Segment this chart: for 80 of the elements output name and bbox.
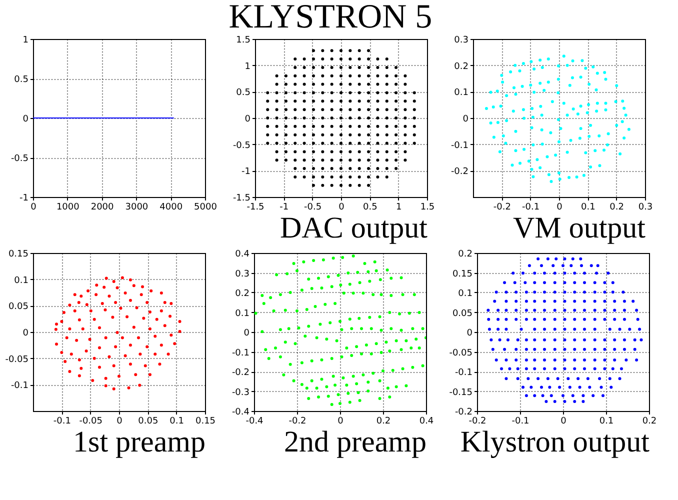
x-tick-label: 1 [396, 202, 402, 212]
y-tick-label: 0.1 [14, 276, 28, 286]
x-tick-label: -0.05 [79, 416, 102, 426]
x-tick-label: 0.2 [610, 202, 624, 212]
x-tick-label: 1000 [56, 202, 80, 212]
y-tick-label: -0.15 [449, 388, 472, 398]
y-tick-label: 0 [244, 114, 251, 124]
y-tick-label: -1 [242, 167, 250, 178]
y-tick-label: -0.2 [232, 368, 250, 378]
y-tick-label: 0.15 [452, 269, 472, 280]
y-tick-label: 0 [244, 328, 250, 338]
y-tick-label: 1 [244, 62, 250, 72]
y-tick-label: 0 [22, 114, 29, 124]
x-tick-label: 0.15 [195, 416, 216, 426]
x-tick-label: -0.5 [304, 202, 322, 212]
y-tick-label: -0.4 [232, 408, 250, 418]
y-tick-label: 0.05 [452, 308, 472, 319]
x-tick-label: 0.1 [599, 416, 614, 426]
x-tick-label: 0.05 [138, 416, 158, 426]
y-tick-label: 0.5 [14, 75, 28, 85]
x-tick-label: 5000 [194, 202, 218, 212]
x-tick-label: 0.1 [170, 416, 184, 426]
x-tick-label: 0.1 [581, 202, 596, 212]
x-tick-label: 0.2 [376, 416, 391, 426]
y-tick-label: 1 [22, 36, 28, 46]
x-tick-label: -0.1 [53, 416, 71, 426]
y-tick-label: -0.05 [5, 354, 28, 365]
x-tick-label: 0.2 [642, 416, 657, 426]
x-axis-title: VM output [512, 212, 646, 244]
y-tick-label: 0.4 [235, 250, 250, 260]
x-tick-label: 0 [338, 202, 345, 212]
x-tick-label: -1 [280, 202, 289, 212]
y-tick-label: 0 [466, 328, 473, 338]
y-tick-label: -0.3 [232, 388, 250, 398]
y-tick-label: 0.2 [235, 289, 250, 299]
x-tick-label: 0.3 [638, 202, 653, 212]
x-tick-label: 3000 [125, 202, 148, 212]
y-tick-label: -1 [20, 194, 28, 204]
y-tick-label: 0.3 [454, 36, 468, 46]
x-tick-label: 0.5 [363, 202, 378, 212]
x-tick-label: -0.1 [512, 416, 530, 426]
y-tick-label: 0.15 [8, 250, 28, 260]
y-tick-label: 0.1 [454, 88, 468, 98]
y-tick-label: -0.1 [454, 368, 472, 378]
y-tick-label: 0.2 [458, 250, 472, 260]
x-axis-title: Klystron output [460, 426, 650, 458]
y-tick-label: -0.2 [450, 167, 468, 178]
x-tick-label: 0 [560, 416, 567, 426]
y-tick-label: 0.1 [235, 308, 250, 319]
x-axis-title: 2nd preamp [284, 426, 426, 458]
y-tick-label: -0.5 [10, 154, 28, 164]
x-tick-label: 0 [116, 416, 123, 426]
y-tick-label: 0.05 [8, 302, 28, 312]
y-tick-label: 0.1 [458, 289, 472, 299]
y-tick-label: 0 [22, 328, 29, 338]
y-tick-label: -0.2 [454, 408, 472, 418]
x-tick-label: -0.2 [493, 202, 511, 212]
y-tick-label: -0.1 [10, 381, 28, 392]
y-tick-label: -0.1 [232, 348, 250, 358]
x-tick-label: -0.2 [288, 416, 306, 426]
x-tick-label: 0.4 [419, 416, 434, 426]
x-tick-label: 2000 [90, 202, 114, 212]
x-tick-label: 0 [338, 416, 344, 426]
x-axis-title: 1st preamp [73, 426, 206, 458]
x-tick-label: 4000 [160, 202, 183, 212]
y-tick-label: -0.05 [449, 348, 472, 358]
x-tick-label: 0 [30, 202, 37, 212]
y-tick-label: 1.5 [236, 36, 250, 46]
y-tick-label: 0.2 [454, 62, 468, 72]
chart-title: KLYSTRON 5 [228, 0, 432, 36]
x-tick-label: 1.5 [420, 202, 435, 212]
y-tick-label: 0.3 [235, 269, 250, 280]
y-tick-label: 0 [462, 114, 469, 124]
y-tick-label: 0.5 [236, 88, 250, 98]
x-tick-label: 0 [556, 202, 563, 212]
y-tick-label: -0.5 [232, 140, 250, 151]
x-axis-title: DAC output [280, 212, 428, 244]
x-tick-label: -0.1 [522, 202, 540, 212]
y-tick-label: -0.1 [450, 140, 468, 151]
y-tick-label: -1.5 [232, 194, 250, 204]
